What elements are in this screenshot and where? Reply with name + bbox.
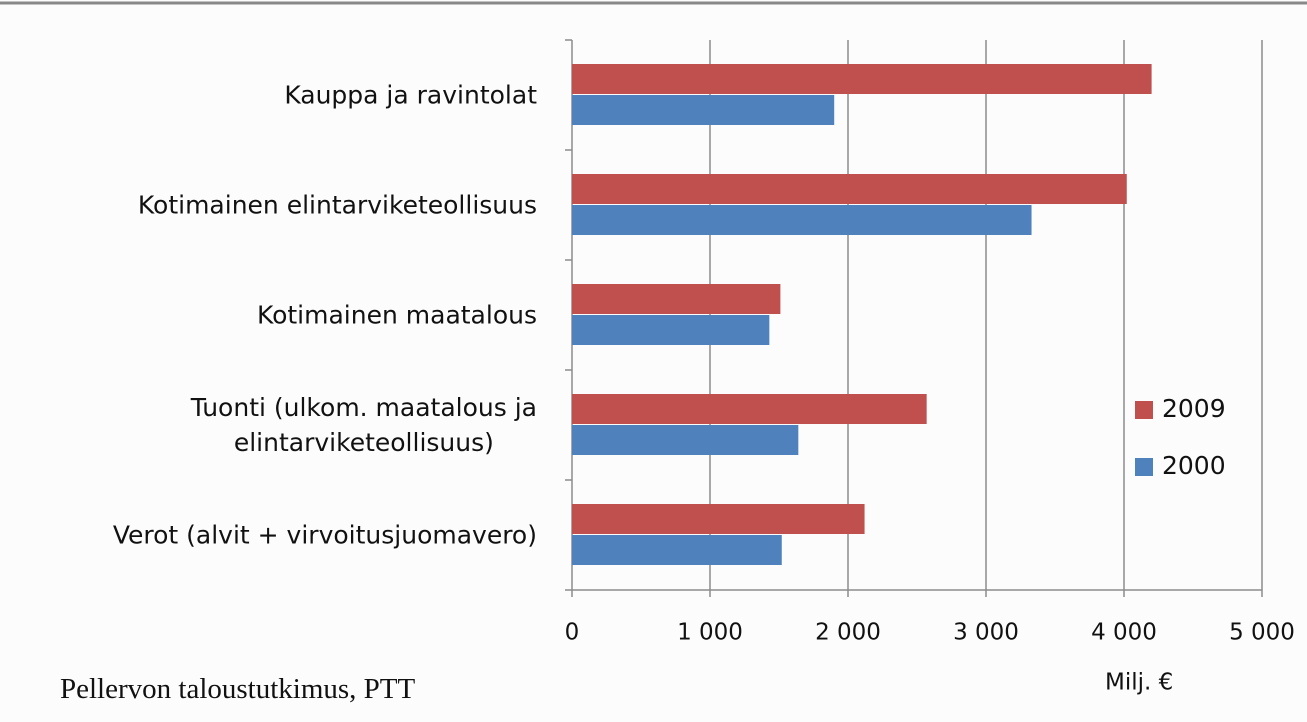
category-text: Kotimainen maatalous xyxy=(256,300,537,330)
bar xyxy=(572,95,835,125)
x-tick-label: 5 000 xyxy=(1229,620,1295,646)
category-text: Kotimainen elintarviketeollisuus xyxy=(137,190,537,220)
legend-swatch xyxy=(1135,458,1153,476)
bar xyxy=(572,205,1032,235)
x-tick-label: 3 000 xyxy=(953,620,1019,646)
x-tick-label: 2 000 xyxy=(815,620,881,646)
x-tick-label: 1 000 xyxy=(677,620,743,646)
y-tick-label: Tuonti (ulkom. maatalous ja elintarviket… xyxy=(191,390,537,460)
bar xyxy=(572,64,1152,94)
y-tick-label: Kotimainen maatalous xyxy=(257,298,537,333)
bar xyxy=(572,504,865,534)
bar xyxy=(572,284,781,314)
x-axis-label: Milj. € xyxy=(1105,670,1173,696)
category-text: Kauppa ja ravintolat xyxy=(284,80,537,110)
bar xyxy=(572,535,782,565)
bar xyxy=(572,394,927,424)
bar xyxy=(572,315,770,345)
y-tick-label: Kotimainen elintarviketeollisuus xyxy=(138,188,537,223)
legend-label: 2000 xyxy=(1162,451,1226,480)
y-tick-label: Kauppa ja ravintolat xyxy=(284,78,537,113)
x-tick-label: 4 000 xyxy=(1091,620,1157,646)
bar xyxy=(572,425,799,455)
bar xyxy=(572,174,1127,204)
legend-swatch xyxy=(1135,401,1153,419)
category-text: Verot (alvit + virvoitusjuomavero) xyxy=(112,520,537,550)
source: Pellervon taloustutkimus, PTT xyxy=(60,673,416,705)
y-tick-label: Verot (alvit + virvoitusjuomavero) xyxy=(113,518,537,553)
legend-label: 2009 xyxy=(1162,394,1226,423)
x-tick-label: 0 xyxy=(565,620,580,646)
category-text: Tuonti (ulkom. maatalous ja elintarviket… xyxy=(190,393,537,457)
